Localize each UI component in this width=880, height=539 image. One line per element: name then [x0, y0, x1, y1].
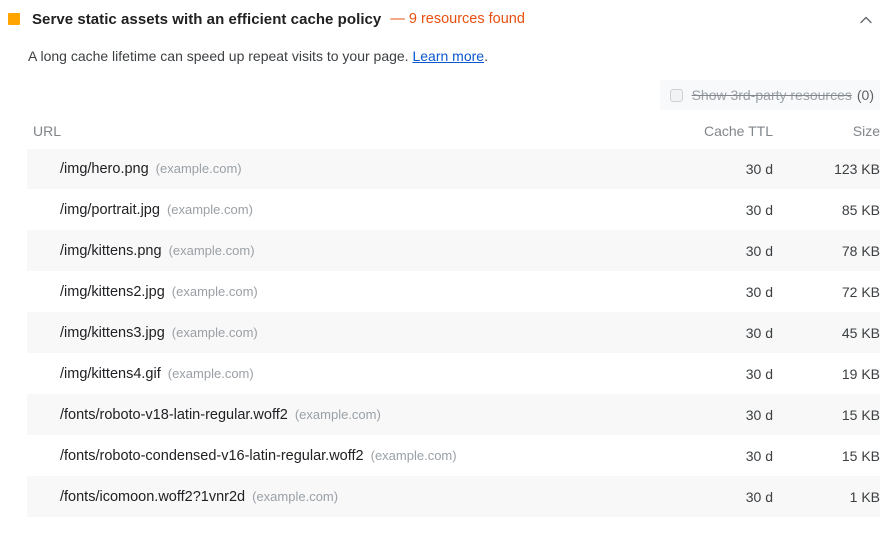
- table-row[interactable]: /fonts/roboto-v18-latin-regular.woff2 (ex…: [0, 394, 880, 435]
- third-party-filter-label: Show 3rd-party resources: [691, 87, 852, 103]
- table-row[interactable]: /img/portrait.jpg (example.com) 30 d 85 KB: [0, 189, 880, 230]
- cell-url: /img/hero.png (example.com): [27, 148, 640, 189]
- table-row[interactable]: /img/kittens.png (example.com) 30 d 78 KB: [0, 230, 880, 271]
- cell-url: /img/kittens4.gif (example.com): [27, 353, 640, 394]
- table-gutter: [0, 271, 27, 312]
- table-row[interactable]: /fonts/icomoon.woff2?1vnr2d (example.com)…: [0, 476, 880, 517]
- cell-url: /img/portrait.jpg (example.com): [27, 189, 640, 230]
- cell-cache-ttl: 30 d: [640, 271, 773, 312]
- third-party-filter-wrap: Show 3rd-party resources (0): [0, 80, 880, 114]
- cell-size: 78 KB: [773, 230, 880, 271]
- url-path: /img/kittens2.jpg: [60, 283, 165, 300]
- url-path: /img/hero.png: [60, 160, 149, 177]
- audit-display-value: — 9 resources found: [390, 11, 525, 27]
- audit-description-period: .: [484, 48, 488, 64]
- cell-cache-ttl: 30 d: [640, 230, 773, 271]
- cell-url: /fonts/roboto-v18-latin-regular.woff2 (ex…: [27, 394, 640, 435]
- cell-size: 1 KB: [773, 476, 880, 517]
- collapse-toggle-button[interactable]: [854, 8, 878, 32]
- url-host: (example.com): [166, 201, 253, 217]
- cell-size: 19 KB: [773, 353, 880, 394]
- cell-size: 72 KB: [773, 271, 880, 312]
- cell-cache-ttl: 30 d: [640, 394, 773, 435]
- column-header-cache-ttl[interactable]: Cache TTL: [640, 114, 773, 149]
- cell-url: /img/kittens2.jpg (example.com): [27, 271, 640, 312]
- audit-description-text: A long cache lifetime can speed up repea…: [28, 48, 409, 64]
- url-path: /fonts/roboto-v18-latin-regular.woff2: [60, 406, 288, 423]
- url-path: /img/kittens4.gif: [60, 365, 161, 382]
- url-host: (example.com): [168, 242, 255, 258]
- table-gutter: [0, 114, 27, 149]
- url-path: /fonts/roboto-condensed-v16-latin-regula…: [60, 447, 364, 464]
- table-gutter: [0, 148, 27, 189]
- cell-size: 123 KB: [773, 148, 880, 189]
- table-gutter: [0, 394, 27, 435]
- table-header: URL Cache TTL Size: [0, 114, 880, 149]
- url-path: /img/kittens.png: [60, 242, 162, 259]
- audit-title: Serve static assets with an efficient ca…: [32, 10, 382, 28]
- table-body: /img/hero.png (example.com) 30 d 123 KB/img…: [0, 148, 880, 517]
- cell-cache-ttl: 30 d: [640, 189, 773, 230]
- table-header-row: URL Cache TTL Size: [0, 114, 880, 149]
- cell-size: 15 KB: [773, 435, 880, 476]
- table-gutter: [0, 476, 27, 517]
- table-row[interactable]: /img/kittens3.jpg (example.com) 30 d 45 KB: [0, 312, 880, 353]
- cell-cache-ttl: 30 d: [640, 148, 773, 189]
- third-party-filter-count: (0): [856, 87, 874, 103]
- warning-square-icon: [8, 13, 20, 25]
- cell-cache-ttl: 30 d: [640, 353, 773, 394]
- url-path: /img/portrait.jpg: [60, 201, 160, 218]
- table-gutter: [0, 230, 27, 271]
- cell-url: /fonts/roboto-condensed-v16-latin-regula…: [27, 435, 640, 476]
- table-gutter: [0, 189, 27, 230]
- cell-size: 45 KB: [773, 312, 880, 353]
- cell-cache-ttl: 30 d: [640, 312, 773, 353]
- url-host: (example.com): [294, 406, 381, 422]
- cell-url: /img/kittens3.jpg (example.com): [27, 312, 640, 353]
- learn-more-link[interactable]: Learn more: [412, 48, 485, 64]
- table-gutter: [0, 312, 27, 353]
- url-path: /img/kittens3.jpg: [60, 324, 165, 341]
- checkbox-unchecked-icon[interactable]: [669, 88, 683, 102]
- table-gutter: [0, 353, 27, 394]
- table-gutter: [0, 435, 27, 476]
- audit-header[interactable]: Serve static assets with an efficient ca…: [0, 0, 880, 38]
- url-path: /fonts/icomoon.woff2?1vnr2d: [60, 488, 246, 505]
- url-host: (example.com): [252, 488, 339, 504]
- cell-cache-ttl: 30 d: [640, 435, 773, 476]
- cell-url: /img/kittens.png (example.com): [27, 230, 640, 271]
- cell-cache-ttl: 30 d: [640, 476, 773, 517]
- url-host: (example.com): [171, 324, 258, 340]
- chevron-up-icon: [860, 16, 872, 24]
- url-host: (example.com): [155, 160, 242, 176]
- cell-size: 15 KB: [773, 394, 880, 435]
- table-row[interactable]: /fonts/roboto-condensed-v16-latin-regula…: [0, 435, 880, 476]
- column-header-size[interactable]: Size: [773, 114, 880, 149]
- third-party-filter[interactable]: Show 3rd-party resources (0): [659, 80, 880, 110]
- url-host: (example.com): [171, 283, 258, 299]
- cell-size: 85 KB: [773, 189, 880, 230]
- table-row[interactable]: /img/hero.png (example.com) 30 d 123 KB: [0, 148, 880, 189]
- cell-url: /fonts/icomoon.woff2?1vnr2d (example.com): [27, 476, 640, 517]
- audit-description: A long cache lifetime can speed up repea…: [0, 38, 880, 66]
- table-row[interactable]: /img/kittens4.gif (example.com) 30 d 19 KB: [0, 353, 880, 394]
- table-row[interactable]: /img/kittens2.jpg (example.com) 30 d 72 KB: [0, 271, 880, 312]
- url-host: (example.com): [167, 365, 254, 381]
- url-host: (example.com): [370, 447, 457, 463]
- resources-table: URL Cache TTL Size /img/hero.png (example…: [0, 114, 880, 517]
- column-header-url[interactable]: URL: [27, 114, 640, 149]
